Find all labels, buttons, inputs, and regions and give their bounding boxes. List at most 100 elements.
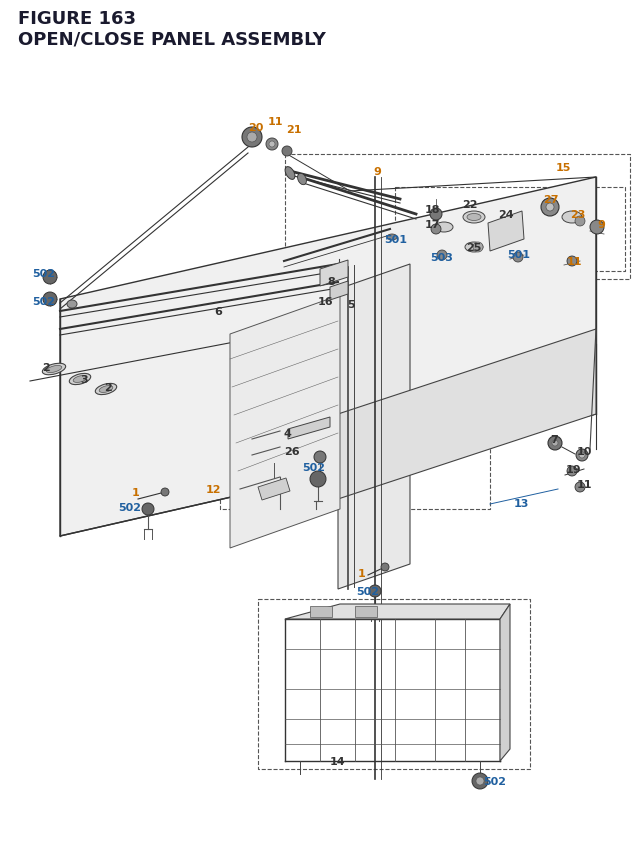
Ellipse shape [95, 384, 116, 395]
Text: 12: 12 [206, 485, 221, 494]
Circle shape [282, 147, 292, 157]
Circle shape [242, 127, 262, 148]
Ellipse shape [73, 376, 87, 383]
Circle shape [247, 133, 257, 143]
Circle shape [266, 139, 278, 151]
Text: 502: 502 [118, 503, 141, 512]
Circle shape [476, 777, 484, 785]
Circle shape [43, 270, 57, 285]
Text: 1: 1 [358, 568, 365, 579]
Text: 502: 502 [302, 462, 325, 473]
Circle shape [579, 453, 585, 458]
Text: 19: 19 [566, 464, 582, 474]
Ellipse shape [463, 212, 485, 224]
Ellipse shape [67, 300, 77, 308]
Circle shape [381, 563, 389, 572]
Text: 23: 23 [570, 210, 586, 220]
Text: 9: 9 [373, 167, 381, 177]
Text: 14: 14 [330, 756, 346, 766]
Text: 503: 503 [430, 253, 453, 263]
Polygon shape [60, 177, 596, 536]
Circle shape [567, 257, 577, 267]
Circle shape [314, 451, 326, 463]
Text: 11: 11 [268, 117, 284, 127]
Polygon shape [258, 479, 290, 500]
Text: 502: 502 [483, 776, 506, 786]
Circle shape [431, 225, 441, 235]
Text: 502: 502 [32, 269, 55, 279]
Polygon shape [230, 295, 340, 548]
Circle shape [161, 488, 169, 497]
Text: 15: 15 [556, 163, 572, 173]
Text: 20: 20 [248, 123, 264, 133]
Polygon shape [330, 282, 348, 300]
Ellipse shape [42, 364, 66, 375]
Circle shape [575, 217, 585, 226]
Text: 2: 2 [42, 362, 50, 373]
Ellipse shape [467, 214, 481, 221]
Ellipse shape [562, 212, 582, 224]
Circle shape [546, 204, 554, 212]
Circle shape [472, 773, 488, 789]
Ellipse shape [435, 223, 453, 232]
Text: 501: 501 [507, 250, 530, 260]
Text: 18: 18 [425, 205, 440, 214]
Polygon shape [355, 606, 377, 617]
Circle shape [369, 585, 381, 598]
Text: 2: 2 [104, 382, 112, 393]
Ellipse shape [99, 386, 113, 393]
Text: 27: 27 [543, 195, 559, 205]
Circle shape [590, 220, 604, 235]
Ellipse shape [46, 366, 62, 373]
Polygon shape [338, 330, 596, 499]
Text: 10: 10 [577, 447, 593, 456]
Circle shape [310, 472, 326, 487]
Text: 11: 11 [577, 480, 593, 489]
Text: 502: 502 [32, 297, 55, 307]
Text: 6: 6 [214, 307, 222, 317]
Ellipse shape [465, 243, 483, 253]
Polygon shape [488, 212, 524, 251]
Circle shape [576, 449, 588, 461]
Text: 502: 502 [356, 586, 379, 597]
Polygon shape [320, 261, 348, 287]
Circle shape [437, 251, 447, 261]
Ellipse shape [298, 174, 307, 185]
Text: 13: 13 [514, 499, 529, 508]
Polygon shape [500, 604, 510, 761]
Circle shape [541, 199, 559, 217]
Polygon shape [310, 606, 332, 617]
Text: 24: 24 [498, 210, 514, 220]
Circle shape [473, 243, 483, 253]
Circle shape [513, 253, 523, 263]
Circle shape [430, 208, 442, 220]
Circle shape [43, 293, 57, 307]
Circle shape [548, 437, 562, 450]
Text: OPEN/CLOSE PANEL ASSEMBLY: OPEN/CLOSE PANEL ASSEMBLY [18, 30, 326, 48]
Text: 1: 1 [132, 487, 140, 498]
Text: 3: 3 [80, 375, 88, 385]
Polygon shape [285, 604, 510, 619]
Text: 4: 4 [284, 429, 292, 438]
Circle shape [269, 142, 275, 148]
Polygon shape [338, 264, 410, 589]
Text: 16: 16 [318, 297, 333, 307]
Text: 17: 17 [425, 220, 440, 230]
Text: FIGURE 163: FIGURE 163 [18, 10, 136, 28]
Circle shape [567, 467, 577, 476]
Text: 501: 501 [384, 235, 407, 245]
Text: 25: 25 [466, 243, 481, 253]
Text: 21: 21 [286, 125, 301, 135]
Text: 7: 7 [550, 435, 557, 444]
Circle shape [552, 441, 558, 447]
Polygon shape [288, 418, 330, 439]
Circle shape [142, 504, 154, 516]
Circle shape [575, 482, 585, 492]
Ellipse shape [69, 374, 91, 385]
Ellipse shape [387, 235, 397, 241]
Text: 9: 9 [597, 220, 605, 230]
Text: 5: 5 [347, 300, 355, 310]
Text: 26: 26 [284, 447, 300, 456]
Text: 8: 8 [327, 276, 335, 287]
Text: 22: 22 [462, 200, 477, 210]
